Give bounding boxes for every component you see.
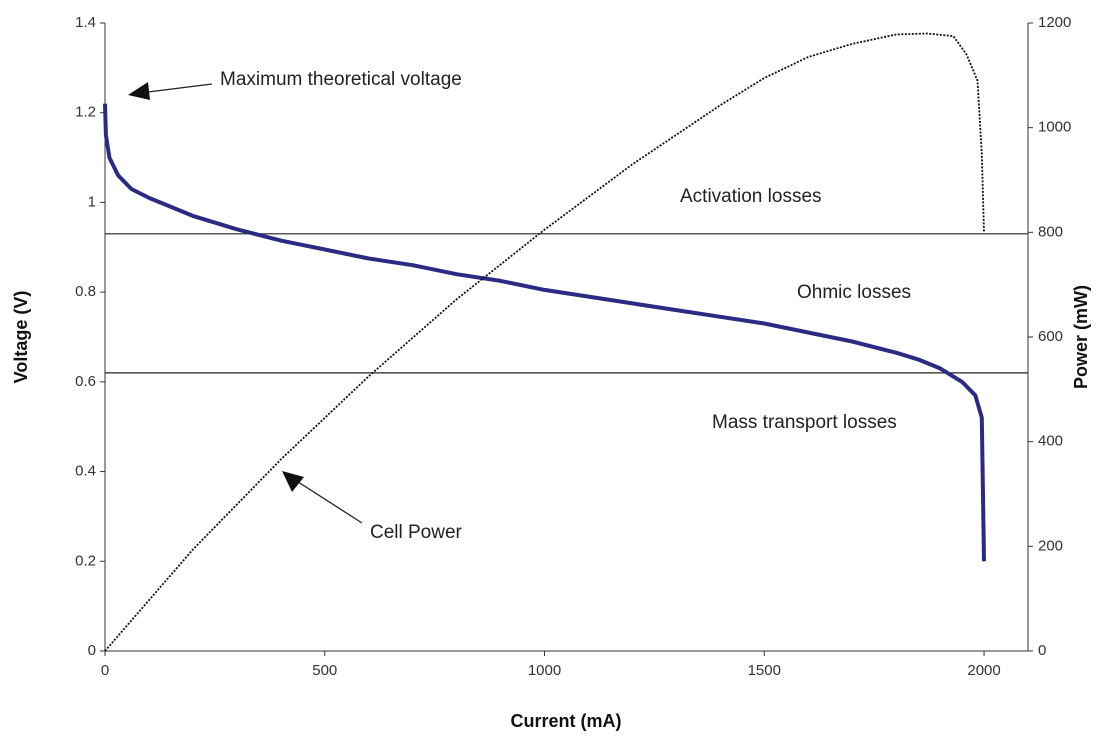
arrowhead xyxy=(128,82,150,100)
y2-tick-label: 1200 xyxy=(1038,14,1071,31)
y2-tick-label: 800 xyxy=(1038,223,1063,240)
annotation: Cell Power xyxy=(370,522,463,543)
x-tick-label: 1500 xyxy=(748,662,781,679)
y2-tick-label: 0 xyxy=(1038,642,1046,659)
y-tick-label: 0 xyxy=(88,642,96,659)
y2-tick-label: 400 xyxy=(1038,433,1063,450)
y2-tick-label: 1000 xyxy=(1038,119,1071,136)
annotation: Ohmic losses xyxy=(797,282,911,303)
x-axis-title: Current (mA) xyxy=(511,711,622,731)
arrow xyxy=(292,478,362,523)
chart: Current (mA) Voltage (V) Power (mW) Maxi… xyxy=(0,0,1096,742)
x-tick-label: 2000 xyxy=(967,662,1000,679)
y2-tick-label: 200 xyxy=(1038,537,1063,554)
y-axis-title: Voltage (V) xyxy=(11,291,31,384)
x-tick-label: 1000 xyxy=(528,662,561,679)
y-tick-label: 1.4 xyxy=(75,14,96,31)
y-tick-label: 0.2 xyxy=(75,552,96,569)
y2-axis-title: Power (mW) xyxy=(1071,285,1091,389)
x-tick-label: 0 xyxy=(101,662,109,679)
page: {"chart_data": { "type": "line", "x_labe… xyxy=(0,0,1096,742)
y-tick-label: 0.4 xyxy=(75,463,96,480)
x-tick-label: 500 xyxy=(312,662,337,679)
annotation: Mass transport losses xyxy=(712,412,897,433)
y-tick-label: 1 xyxy=(88,193,96,210)
y-tick-label: 0.6 xyxy=(75,373,96,390)
arrow xyxy=(140,84,212,93)
voltage-line xyxy=(105,104,984,562)
annotation: Activation losses xyxy=(680,186,822,207)
y2-tick-label: 600 xyxy=(1038,328,1063,345)
annotation: Maximum theoretical voltage xyxy=(220,69,462,90)
arrowhead xyxy=(282,471,304,492)
y-tick-label: 0.8 xyxy=(75,283,96,300)
y-tick-label: 1.2 xyxy=(75,104,96,121)
